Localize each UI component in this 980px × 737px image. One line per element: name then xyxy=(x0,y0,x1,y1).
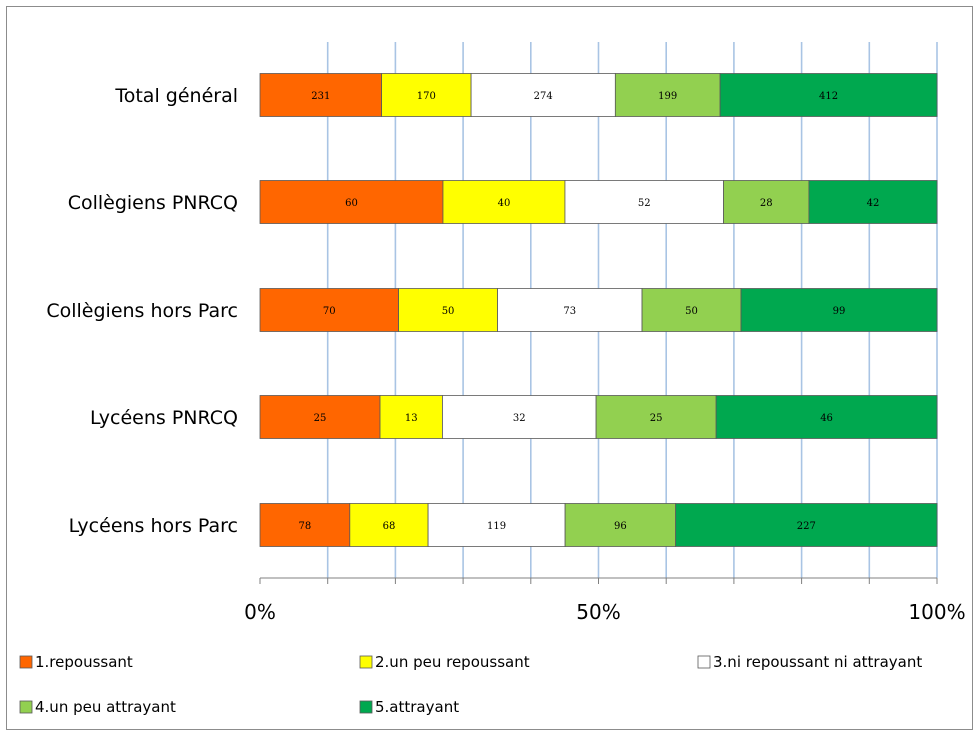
bar-segment xyxy=(398,288,498,332)
data-label: 78 xyxy=(299,521,312,532)
bar-segment xyxy=(259,73,383,117)
bar-segment xyxy=(259,503,351,547)
data-label: 52 xyxy=(638,198,651,209)
data-label: 13 xyxy=(405,413,418,424)
bar-segment xyxy=(379,395,443,439)
legend-label: 2.un peu repoussant xyxy=(375,653,530,671)
bar-segment xyxy=(442,395,597,439)
legend-swatch xyxy=(19,655,33,669)
data-label: 28 xyxy=(760,198,773,209)
category-label: Lycéens PNRCQ xyxy=(90,407,238,429)
data-label: 60 xyxy=(345,198,358,209)
category-label: Total général xyxy=(114,85,238,107)
data-label: 274 xyxy=(534,91,553,102)
chart-frame xyxy=(6,6,973,730)
data-label: 70 xyxy=(323,306,336,317)
data-label: 50 xyxy=(442,306,455,317)
data-label: 25 xyxy=(314,413,327,424)
legend-swatch xyxy=(697,655,711,669)
legend-label: 3.ni repoussant ni attrayant xyxy=(713,653,922,671)
legend-swatch xyxy=(19,700,33,714)
data-label: 199 xyxy=(658,91,677,102)
bar-segment xyxy=(740,288,938,332)
bar-segment xyxy=(259,180,444,224)
category-label: Lycéens hors Parc xyxy=(69,515,238,537)
data-label: 227 xyxy=(797,521,816,532)
legend-label: 5.attrayant xyxy=(375,698,459,716)
bar-segment xyxy=(497,288,643,332)
data-label: 50 xyxy=(685,306,698,317)
category-label: Collègiens hors Parc xyxy=(46,300,238,322)
category-labels: Total général Collègiens PNRCQ Collègiens … xyxy=(46,85,238,537)
bar-segment xyxy=(723,180,810,224)
legend-swatch xyxy=(359,655,373,669)
data-label: 40 xyxy=(498,198,511,209)
bar-segment xyxy=(614,73,721,117)
x-tick-label: 50% xyxy=(576,600,620,624)
bar-segment xyxy=(715,395,938,439)
x-axis: 0% 50% 100% xyxy=(244,577,966,624)
data-label: 170 xyxy=(417,91,436,102)
bar-segment xyxy=(381,73,472,117)
bars: 231 170 274 199 412 60 40 52 28 42 70 50 73 50 99 25 13 3… xyxy=(259,73,938,547)
data-label: 32 xyxy=(513,413,526,424)
data-label: 119 xyxy=(487,521,506,532)
data-label: 99 xyxy=(833,306,846,317)
category-label: Collègiens PNRCQ xyxy=(68,192,238,214)
x-tick-label: 100% xyxy=(908,600,965,624)
bar-segment xyxy=(349,503,429,547)
bar-segment xyxy=(675,503,938,547)
bar-segment xyxy=(470,73,616,117)
legend-swatch xyxy=(359,700,373,714)
data-label: 73 xyxy=(563,306,576,317)
data-label: 42 xyxy=(867,198,880,209)
bar-segment xyxy=(564,503,677,547)
data-label: 68 xyxy=(383,521,396,532)
legend: 1.repoussant 2.un peu repoussant 3.ni repo… xyxy=(19,653,922,716)
bar-segment xyxy=(427,503,566,547)
x-tick-label: 0% xyxy=(244,600,276,624)
bar-segment xyxy=(259,395,381,439)
data-label: 231 xyxy=(311,91,330,102)
data-label: 25 xyxy=(650,413,663,424)
data-label: 46 xyxy=(820,413,833,424)
bar-segment xyxy=(259,288,399,332)
bar-segment xyxy=(641,288,742,332)
bar-segment xyxy=(595,395,717,439)
bar-segment xyxy=(808,180,938,224)
data-label: 96 xyxy=(614,521,627,532)
legend-label: 1.repoussant xyxy=(35,653,133,671)
data-label: 412 xyxy=(819,91,838,102)
legend-label: 4.un peu attrayant xyxy=(35,698,176,716)
bar-segment xyxy=(719,73,938,117)
